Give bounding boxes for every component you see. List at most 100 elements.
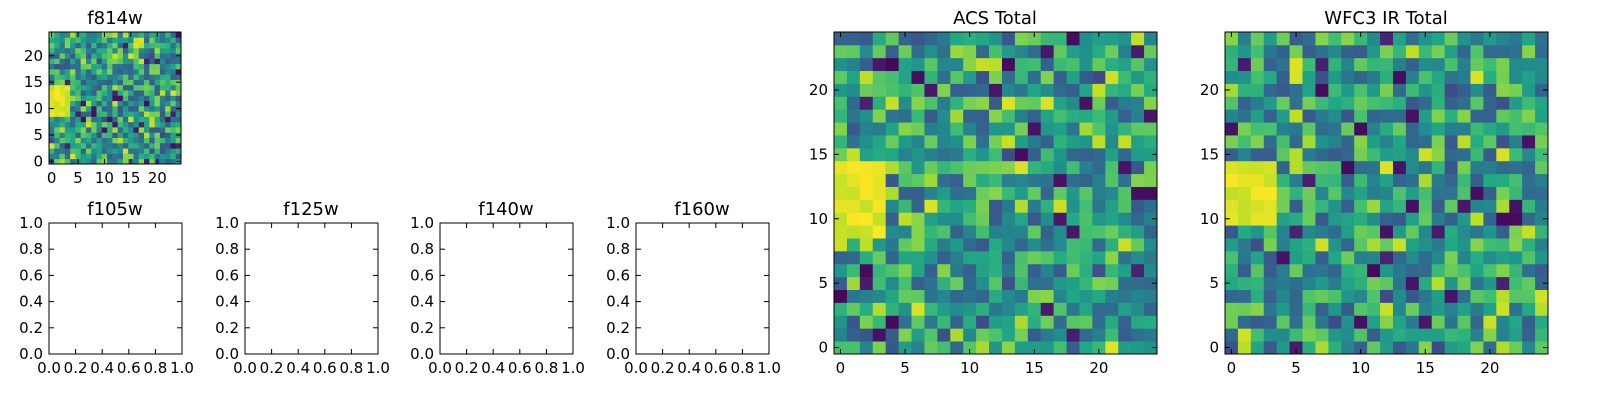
- acs-total-cell: [937, 57, 951, 72]
- wfc3-ir-total-cell: [1457, 83, 1471, 97]
- f814w-cell: [170, 105, 177, 112]
- f125w-x-tick-label: 0.2: [260, 359, 284, 377]
- wfc3-ir-total-cell: [1444, 315, 1458, 329]
- wfc3-ir-total-cell: [1225, 341, 1239, 355]
- f814w-cell: [154, 58, 161, 65]
- f814w-cell: [54, 137, 60, 144]
- acs-total-cell: [834, 186, 848, 200]
- wfc3-ir-total-cell: [1483, 160, 1497, 175]
- f814w-cell: [59, 47, 66, 54]
- acs-total-cell: [846, 199, 861, 213]
- acs-total-cell: [1001, 263, 1016, 278]
- f814w-cell: [122, 116, 129, 123]
- wfc3-ir-total-cell: [1289, 186, 1303, 200]
- acs-total-cell: [924, 135, 938, 149]
- wfc3-ir-total-cell: [1522, 276, 1536, 290]
- wfc3-ir-total-cell: [1470, 276, 1484, 290]
- wfc3-ir-total-cell: [1392, 160, 1407, 175]
- f814w-cell: [117, 148, 124, 154]
- f814w-x-tick-label: 5: [73, 169, 83, 187]
- acs-total-cell: [898, 250, 912, 265]
- f160w-x-tick-label: 0.0: [624, 359, 648, 377]
- f814w-cell: [117, 84, 124, 91]
- wfc3-ir-total-cell: [1509, 147, 1523, 162]
- wfc3-ir-total-cell: [1302, 225, 1316, 239]
- f814w-cell: [59, 42, 66, 49]
- wfc3-ir-total-cell: [1263, 250, 1278, 265]
- acs-total-cell: [989, 263, 1003, 278]
- f814w-cell: [101, 68, 108, 75]
- f814w-cell: [149, 42, 155, 49]
- f814w-axes-frame: [48, 31, 182, 165]
- wfc3-ir-total-y-tick-label: 20: [1200, 81, 1219, 99]
- wfc3-ir-total-cell: [1405, 186, 1420, 200]
- wfc3-ir-total-cell: [1418, 341, 1433, 355]
- f814w-cell: [112, 58, 119, 65]
- wfc3-ir-total-cell: [1483, 341, 1497, 355]
- wfc3-ir-total-cell: [1302, 57, 1316, 72]
- f814w-cell: [96, 63, 103, 70]
- acs-total-cell: [1079, 83, 1093, 97]
- acs-total-cell: [937, 250, 951, 265]
- wfc3-ir-total-cell: [1405, 315, 1420, 329]
- acs-total-x-tick-label: 20: [1089, 359, 1108, 377]
- f814w-cell: [170, 153, 177, 160]
- acs-total-cell: [885, 225, 899, 239]
- wfc3-ir-total-cell: [1444, 289, 1458, 303]
- wfc3-ir-total-cell: [1354, 238, 1368, 252]
- f140w-y-tick-label: 1.0: [410, 214, 434, 232]
- wfc3-ir-total-cell: [1380, 160, 1394, 175]
- f814w-cell: [85, 74, 92, 80]
- f814w-cell: [80, 74, 87, 80]
- f814w-cell: [165, 132, 171, 138]
- wfc3-ir-total-cell: [1354, 135, 1368, 149]
- wfc3-ir-total-cell: [1470, 57, 1484, 72]
- f814w-cell: [112, 153, 119, 160]
- f814w-cell: [170, 42, 177, 49]
- wfc3-ir-total-cell: [1380, 341, 1394, 355]
- acs-total-cell: [834, 238, 848, 252]
- f814w-cell: [112, 90, 119, 96]
- wfc3-ir-total-y-tick-label: 15: [1200, 145, 1219, 163]
- wfc3-ir-total-cell: [1237, 70, 1252, 84]
- acs-total-cell: [846, 263, 861, 278]
- wfc3-ir-total-cell: [1341, 186, 1355, 200]
- f814w-cell: [117, 121, 124, 128]
- wfc3-ir-total-cell: [1263, 57, 1278, 72]
- f814w-cell: [144, 116, 150, 123]
- f814w-cell: [54, 63, 60, 70]
- wfc3-ir-total-cell: [1289, 83, 1303, 97]
- f814w-cell: [154, 74, 161, 80]
- wfc3-ir-total-cell: [1263, 315, 1278, 329]
- acs-total-cell: [911, 199, 925, 213]
- wfc3-ir-total-cell: [1457, 250, 1471, 265]
- wfc3-ir-total-cell: [1418, 44, 1433, 59]
- wfc3-ir-total-cell: [1225, 135, 1239, 149]
- f814w-cell: [70, 53, 76, 59]
- wfc3-ir-total-cell: [1509, 160, 1523, 175]
- f814w-cell: [107, 37, 113, 43]
- wfc3-ir-total-cell: [1263, 135, 1278, 149]
- wfc3-ir-total-cell: [1380, 173, 1394, 187]
- f814w-cell: [112, 105, 119, 112]
- wfc3-ir-total-cell: [1328, 57, 1342, 72]
- wfc3-ir-total-cell: [1276, 225, 1290, 239]
- acs-total-cell: [1053, 147, 1067, 162]
- wfc3-ir-total-cell: [1444, 57, 1458, 72]
- f814w-cell: [64, 148, 71, 154]
- wfc3-ir-total-cell: [1315, 70, 1329, 84]
- f814w-cell: [96, 47, 103, 54]
- acs-total-cell: [937, 32, 951, 46]
- f814w-cell: [154, 37, 161, 43]
- f814w-cell: [175, 100, 182, 107]
- f814w-cell: [122, 53, 129, 59]
- acs-total-cell: [1014, 173, 1029, 187]
- wfc3-ir-total-cell: [1457, 186, 1471, 200]
- acs-total-cell: [872, 250, 887, 265]
- wfc3-ir-total-cell: [1392, 250, 1407, 265]
- acs-total-cell: [1079, 173, 1093, 187]
- acs-total-cell: [950, 289, 964, 303]
- acs-total-cell: [846, 315, 861, 329]
- wfc3-ir-total-cell: [1509, 302, 1523, 316]
- wfc3-ir-total-cell: [1367, 341, 1381, 355]
